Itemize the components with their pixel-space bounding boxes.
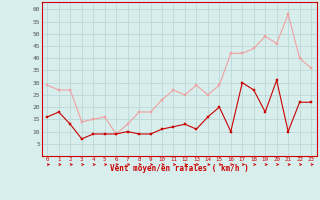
X-axis label: Vent moyen/en rafales ( km/h ): Vent moyen/en rafales ( km/h ) [110, 164, 249, 173]
